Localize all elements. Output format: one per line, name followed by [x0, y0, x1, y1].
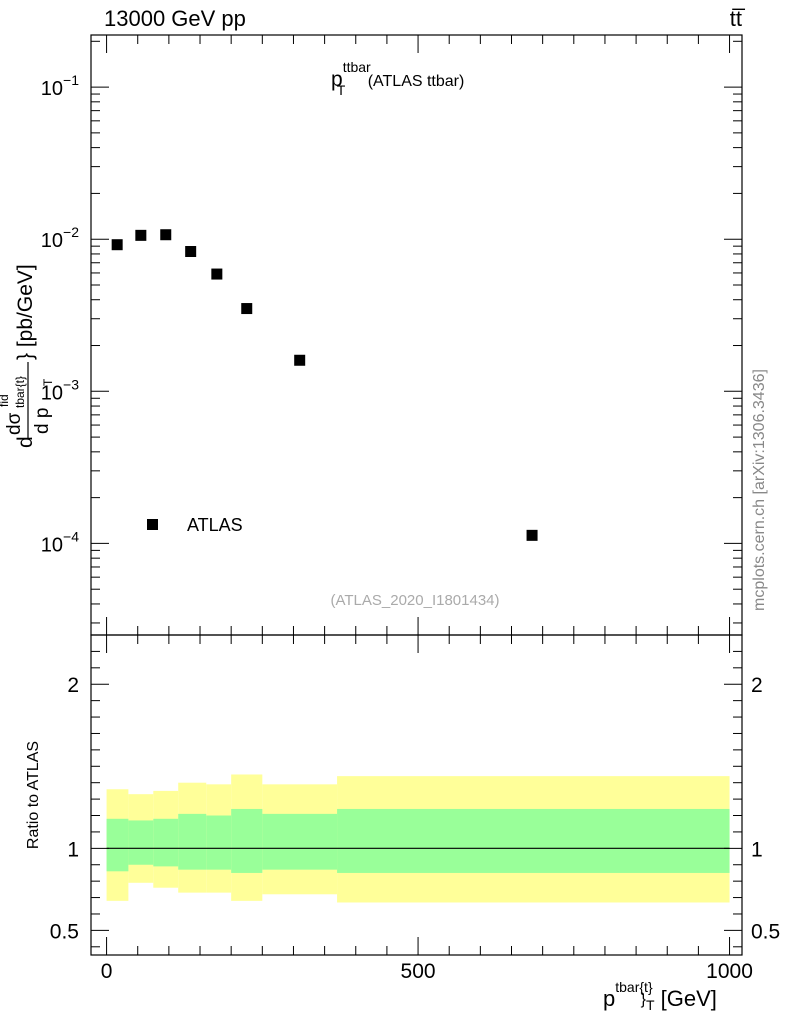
y-tick-label: 10−2 [41, 224, 79, 252]
ylabel-d2: d p [32, 408, 53, 434]
x-axis-label: ptbar{t}}T [GeV] [603, 979, 717, 1013]
data-point [185, 246, 197, 258]
xlabel-brace: } [641, 991, 647, 1008]
xlabel-T: T [646, 997, 655, 1013]
ratio-y-tick-label-left: 2 [67, 674, 79, 697]
uncertainty-band-inner [206, 815, 232, 870]
uncertainty-band-inner [106, 818, 129, 872]
ratio-bands [106, 774, 730, 903]
ylabel-T: T [41, 378, 55, 386]
ylabel-sub: tbar{t} [13, 376, 27, 408]
process-label: tt̅ [730, 6, 746, 31]
x-tick-label: 500 [401, 960, 436, 983]
main-frame [90, 34, 743, 636]
ratio-y-tick-label-right: 2 [751, 674, 763, 697]
main-ticks [91, 35, 742, 635]
main-title: pttbar T (ATLAS ttbar) [331, 59, 464, 98]
title-sub: T [337, 82, 346, 98]
legend-label: ATLAS [187, 515, 243, 535]
main-marks [111, 229, 538, 541]
data-point [211, 268, 223, 280]
ratio-frame [90, 634, 743, 956]
title-suffix: (ATLAS ttbar) [363, 73, 464, 90]
x-tick-label: 1000 [706, 960, 753, 983]
energy-label: 13000 GeV pp [104, 6, 246, 31]
ratio-tick-labels: 0.5 0.5 1 1 2 2 0 500 1000 [50, 674, 780, 983]
title-main: p [331, 68, 343, 91]
y-tick-label: 10−3 [41, 376, 79, 404]
ratio-y-tick-label-left: 1 [67, 838, 79, 861]
xlabel-sup: tbar{t} [615, 979, 653, 995]
uncertainty-band-inner [128, 820, 154, 865]
main-y-axis-label: d dσ fid tbar{t} d p T } [pb/GeV] [0, 264, 55, 448]
ratio-y-tick-label-left: 0.5 [50, 920, 79, 943]
xlabel-main: p [603, 986, 615, 1011]
y-tick-label: 10−4 [41, 528, 79, 556]
data-point [160, 229, 172, 241]
ratio-y-tick-label-right: 1 [751, 838, 763, 861]
title-sup: ttbar [343, 59, 371, 75]
analysis-id: (ATLAS_2020_I1801434) [330, 592, 499, 609]
ratio-ticks [91, 634, 742, 955]
data-point [111, 239, 123, 251]
uncertainty-band-inner [231, 808, 263, 873]
data-point [135, 229, 147, 241]
ratio-panel: 0.5 0.5 1 1 2 2 0 500 1000 Ratio to ATLAS ptbar{… [25, 634, 780, 1013]
main-panel: 10−1 10−2 10−3 10−4 pttbar T (ATLAS ttbar) d… [0, 34, 743, 636]
ratio-y-tick-label-right: 0.5 [751, 920, 780, 943]
ratio-y-axis-label: Ratio to ATLAS [25, 741, 42, 849]
xlabel-unit: [GeV] [655, 986, 717, 1011]
ylabel-brace: } [pb/GeV] [14, 264, 37, 360]
legend-marker [147, 519, 158, 530]
y-tick-label: 10−1 [41, 72, 79, 100]
main-y-tick-labels: 10−1 10−2 10−3 10−4 [41, 72, 79, 556]
ylabel-d1: d [14, 436, 37, 448]
x-tick-label: 0 [101, 960, 113, 983]
uncertainty-band-inner [337, 808, 730, 873]
data-point [294, 354, 306, 366]
ylabel-dsig: dσ [4, 412, 25, 435]
data-point [241, 303, 253, 315]
uncertainty-band-inner [262, 813, 338, 870]
data-point [526, 529, 538, 541]
watermark: mcplots.cern.ch [arXiv:1306.3436] [751, 369, 768, 611]
uncertainty-band-inner [178, 813, 207, 870]
uncertainty-band-inner [153, 818, 179, 867]
ylabel-fid: fid [0, 394, 11, 407]
